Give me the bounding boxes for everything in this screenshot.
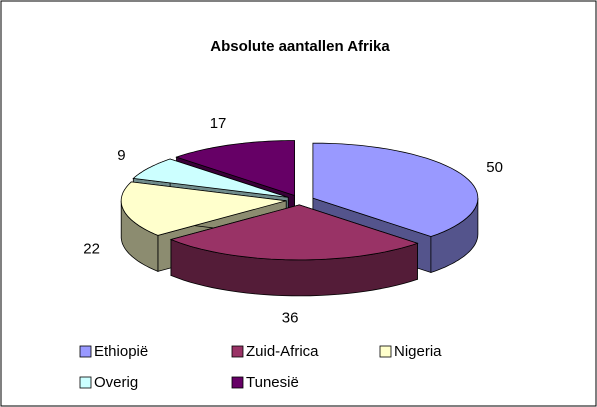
slice <box>169 204 419 261</box>
data-label: 22 <box>83 240 100 257</box>
legend-swatch <box>231 376 244 389</box>
slice <box>175 140 296 197</box>
legend-label: Tunesië <box>246 374 299 391</box>
legend-label: Overig <box>94 374 138 391</box>
legend-label: Zuid-Africa <box>246 343 319 360</box>
chart-title: Absolute aantallen Afrika <box>210 38 390 55</box>
data-label: 17 <box>210 115 227 132</box>
legend-label: Ethiopië <box>94 343 148 360</box>
legend-swatch <box>79 345 92 358</box>
legend-label: Nigeria <box>394 343 442 360</box>
slice <box>312 142 479 237</box>
slice <box>132 158 289 198</box>
legend-swatch <box>231 345 244 358</box>
data-label: 50 <box>486 159 503 176</box>
slice <box>120 181 287 236</box>
legend-swatch <box>79 376 92 389</box>
data-label: 9 <box>117 147 125 164</box>
legend-swatch <box>379 345 392 358</box>
data-label: 36 <box>282 309 299 326</box>
